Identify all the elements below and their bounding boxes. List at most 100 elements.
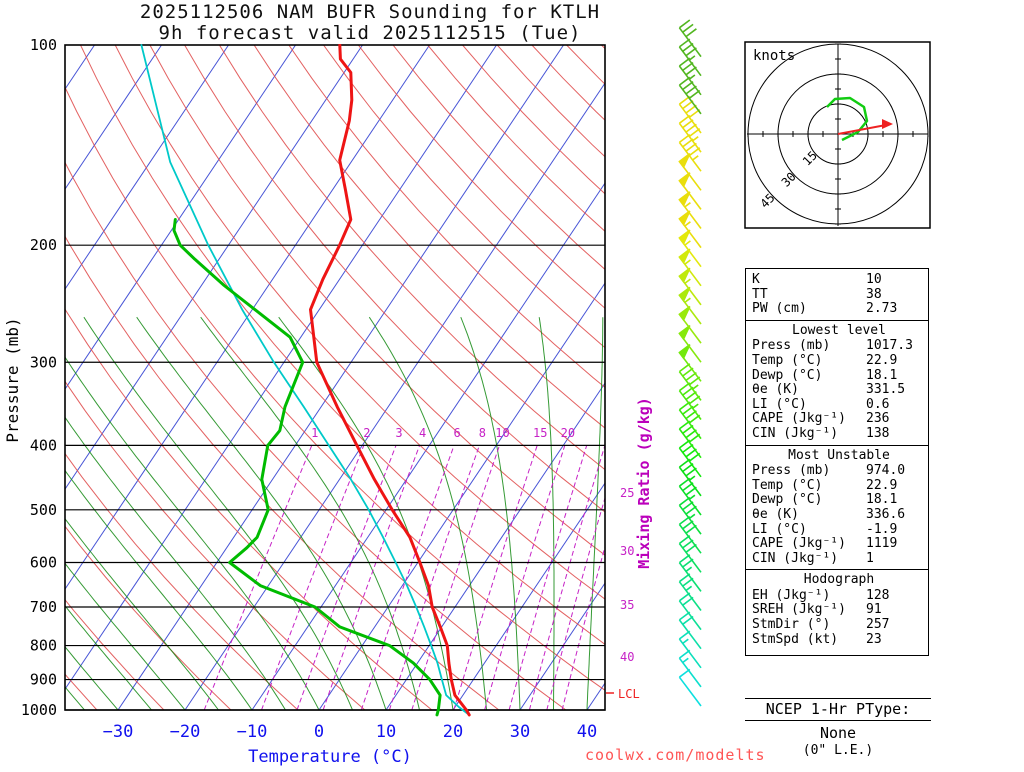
pressure-tick-label: 400 xyxy=(30,436,57,454)
wind-barb xyxy=(678,305,702,344)
index-label: LI (°C) xyxy=(752,396,807,412)
mixing-ratio-label: 10 xyxy=(495,426,509,440)
pressure-gridlines: 100 200 300 400 500 600 700 800 900 1000 xyxy=(21,36,605,719)
wind-barb xyxy=(678,153,702,191)
mixing-ratio-label: 25 xyxy=(620,486,634,500)
indices-row: StmDir (°) 257 xyxy=(752,617,926,633)
wind-barb xyxy=(678,210,702,249)
index-label: Press (mb) xyxy=(752,463,831,479)
index-value: 23 xyxy=(866,631,882,647)
plot-border xyxy=(64,44,606,711)
ptype-value: None xyxy=(819,724,857,742)
mixing-ratio-label: 20 xyxy=(561,426,575,440)
chart-title: 2025112506 NAM BUFR Sounding for KTLH xyxy=(139,1,601,23)
pressure-tick-label: 200 xyxy=(30,236,57,254)
index-label: CIN (Jkg⁻¹) xyxy=(752,425,839,441)
wind-barb xyxy=(678,324,702,363)
ptype-title: NCEP 1-Hr PType: xyxy=(745,698,931,721)
skewt-background-grid xyxy=(65,45,605,710)
index-label: Temp (°C) xyxy=(752,352,823,368)
wind-barb xyxy=(678,668,702,707)
temperature-axis-label: Temperature (°C) xyxy=(248,747,412,767)
index-label: TT xyxy=(752,286,768,302)
pressure-axis-label: Pressure (mb) xyxy=(3,317,22,442)
indices-row: Temp (°C) 22.9 xyxy=(752,477,926,494)
hodograph-ring xyxy=(777,73,899,195)
indices-row: Dewp (°C) 18.1 xyxy=(752,493,926,508)
pressure-tick-label: 500 xyxy=(30,501,57,519)
hodograph-ring-label: 45 xyxy=(757,191,777,211)
mixing-ratio-label: 4 xyxy=(419,426,426,440)
indices-row: LI (°C) 0.6 xyxy=(752,396,926,413)
temperature-tick-label: −20 xyxy=(170,722,201,742)
index-value: 2.73 xyxy=(866,301,898,317)
temperature-tick-label: 0 xyxy=(314,722,324,742)
wind-barb xyxy=(678,172,702,210)
chart-subtitle: 9h forecast valid 2025112515 (Tue) xyxy=(158,22,582,44)
mixing-ratio-label: 1 xyxy=(311,426,318,440)
index-value: 1017.3 xyxy=(866,338,913,354)
index-label: Press (mb) xyxy=(752,338,831,354)
index-label: CAPE (Jkg⁻¹) xyxy=(752,411,846,427)
index-label: PW (cm) xyxy=(752,301,807,317)
chart-title-block: 2025112506 NAM BUFR Sounding for KTLH 9h… xyxy=(65,2,675,44)
parcel-curve xyxy=(140,44,471,716)
index-value: 138 xyxy=(866,425,890,441)
pressure-tick-label: 900 xyxy=(30,671,57,689)
watermark: coolwx.com/modelts xyxy=(585,746,766,764)
hodograph-ring-label: 15 xyxy=(800,148,820,168)
indices-row: Temp (°C) 22.9 xyxy=(752,352,926,369)
temperature-tick-label: −30 xyxy=(103,722,134,742)
index-value: 331.5 xyxy=(866,382,906,398)
indices-row: EH (Jkg⁻¹) 128 xyxy=(752,588,926,604)
indices-row: CAPE (Jkg⁻¹) 1119 xyxy=(752,536,926,552)
indices-table: K 10 TT 38 PW (cm) 2.73 Lowest level Press (mb)… xyxy=(745,268,929,656)
index-value: 0.6 xyxy=(866,396,890,412)
indices-row: TT 38 xyxy=(752,286,926,303)
indices-separator xyxy=(746,569,928,571)
wind-barb xyxy=(678,248,702,287)
indices-row: Dewp (°C) 18.1 xyxy=(752,368,926,384)
indices-separator xyxy=(746,444,928,446)
index-value: 10 xyxy=(866,272,882,287)
hodograph-units-label: knots xyxy=(753,48,795,64)
index-value: 336.6 xyxy=(866,506,906,522)
index-label: Dewp (°C) xyxy=(752,492,823,508)
index-label: Temp (°C) xyxy=(752,477,823,493)
index-value: 257 xyxy=(866,617,890,633)
indices-row: PW (cm) 2.73 xyxy=(752,302,926,317)
wind-barb xyxy=(678,267,702,306)
indices-row: K 10 xyxy=(752,272,926,288)
mixing-ratio-label: 35 xyxy=(620,598,634,612)
index-value: 38 xyxy=(866,286,882,302)
hodograph-trace xyxy=(826,96,869,142)
indices-row: LI (°C) -1.9 xyxy=(752,522,926,538)
indices-section-title: Most Unstable xyxy=(788,447,890,463)
ptype-block: NCEP 1-Hr PType: None (0" L.E.) xyxy=(745,698,931,760)
temperature-tick-label: 40 xyxy=(577,722,597,742)
axis-tick-labels: −30 −20 −10 0 10 20 30 40 xyxy=(103,722,598,742)
lcl-label: LCL xyxy=(618,687,640,701)
pressure-tick-label: 700 xyxy=(30,598,57,616)
temperature-tick-label: 10 xyxy=(376,722,396,742)
index-value: 91 xyxy=(866,602,882,618)
hodograph-ring-label: 30 xyxy=(779,170,799,190)
pressure-tick-label: 1000 xyxy=(21,701,57,719)
indices-row: SREH (Jkg⁻¹) 91 xyxy=(752,603,926,618)
indices-section-title: Lowest level xyxy=(792,322,886,338)
sounding-profiles xyxy=(140,44,471,717)
indices-row: CIN (Jkg⁻¹) 138 xyxy=(752,425,926,442)
indices-section-title: Hodograph xyxy=(803,572,875,588)
temperature-curve xyxy=(309,44,471,717)
index-value: 236 xyxy=(866,411,890,427)
indices-row: CIN (Jkg⁻¹) 1 xyxy=(752,551,926,567)
storm-motion-vector xyxy=(837,124,887,135)
temperature-tick-label: −10 xyxy=(237,722,268,742)
wind-barb xyxy=(678,344,702,382)
index-value: 22.9 xyxy=(866,477,898,493)
indices-separator xyxy=(746,319,928,321)
mixing-ratio-label: 30 xyxy=(620,544,634,558)
pressure-tick-label: 300 xyxy=(30,353,57,371)
